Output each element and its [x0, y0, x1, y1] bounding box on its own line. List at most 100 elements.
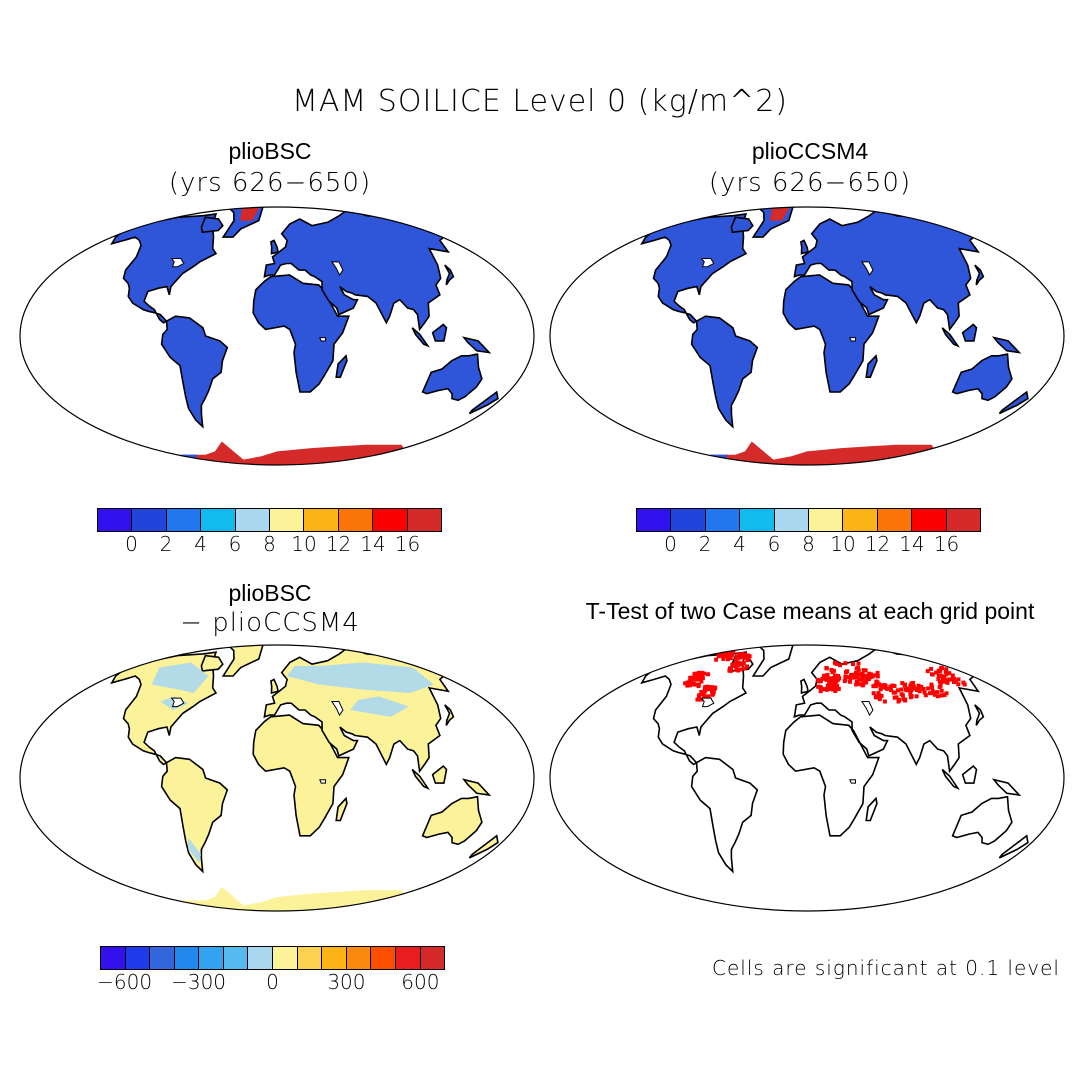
colorbar-abs-2-tick-label: 2 — [698, 532, 712, 556]
map-frame — [549, 206, 1065, 466]
signif-cell — [926, 686, 931, 691]
signif-cell — [766, 910, 771, 911]
signif-cell — [928, 691, 932, 696]
panel-1-map — [18, 205, 536, 467]
signif-cell — [848, 679, 852, 684]
signif-cell — [737, 645, 741, 650]
signif-cell — [688, 683, 693, 688]
landmass-africa — [782, 714, 880, 837]
landmass-borneo — [961, 765, 978, 784]
landmass-northamerica — [110, 213, 218, 324]
signif-cell — [917, 689, 922, 694]
colorbar-abs-2-swatch-2 — [705, 509, 741, 531]
signif-cell — [765, 912, 769, 913]
landmass-newzealand — [998, 390, 1029, 415]
landmass-newguinea — [991, 778, 1022, 797]
landmass-uk — [800, 239, 810, 255]
colorbar-diff-swatch-13 — [420, 947, 445, 969]
colorbar-diff-tick-label: 0 — [266, 970, 279, 994]
panel-4-map — [548, 643, 1066, 913]
signif-cell — [741, 661, 746, 665]
colorbar-abs-1-swatch-5 — [270, 509, 305, 531]
map-frame — [19, 206, 535, 466]
signif-cell — [703, 685, 708, 690]
figure-title: MAM SOILICE Level 0 (kg/m^2) — [291, 84, 789, 119]
colorbar-abs-1-tick-label: 8 — [263, 532, 276, 556]
colorbar-abs-2-swatch-0 — [637, 509, 672, 531]
colorbar-abs-2-swatch-5 — [809, 509, 844, 531]
signif-cell — [766, 910, 771, 911]
signif-cell — [834, 679, 839, 683]
signif-cell — [940, 666, 944, 671]
signif-cell — [871, 684, 876, 689]
signif-cell — [889, 688, 894, 693]
colorbar-diff-swatch-6 — [248, 947, 274, 969]
signif-cell — [843, 677, 848, 682]
signif-cell — [733, 658, 738, 663]
signif-cell — [762, 910, 767, 911]
colorbar-abs-2-tick-label: 8 — [802, 532, 815, 556]
landmass-eurasia — [263, 208, 450, 332]
signif-cell — [851, 662, 855, 666]
colorbar-abs-1-swatch-9 — [407, 509, 442, 531]
colorbar-diff-swatch-10 — [346, 947, 372, 969]
signif-cell — [882, 699, 887, 704]
colorbar-abs-1-tick-label: 10 — [291, 532, 317, 556]
signif-cell — [731, 643, 735, 644]
colorbar-abs-1: 0 2 4 6 8 10 12 14 16 — [97, 508, 442, 558]
landmass-australia — [951, 353, 1013, 402]
signif-cell — [824, 666, 829, 671]
signif-cell — [763, 912, 767, 913]
signif-cell — [872, 673, 877, 678]
colorbar-abs-2-tick-label: 4 — [733, 532, 746, 556]
panel-2-map — [548, 205, 1066, 467]
signif-cell — [860, 672, 865, 676]
signif-cell — [858, 682, 863, 687]
colorbar-abs-2-swatch-4 — [774, 509, 810, 531]
signif-cell — [738, 662, 743, 667]
signif-cell — [935, 694, 940, 699]
signif-cell — [876, 691, 881, 696]
signif-cell — [724, 651, 729, 656]
signif-cell — [702, 694, 707, 699]
signif-cell — [929, 682, 934, 687]
colorbar-diff-swatch-8 — [297, 947, 323, 969]
landmass-uk — [270, 239, 280, 255]
signif-cell — [855, 681, 860, 686]
signif-cell — [768, 912, 772, 913]
colorbar-diff-swatch-0 — [101, 947, 126, 969]
signif-cell — [711, 685, 716, 690]
landmass-australia — [421, 353, 483, 402]
landmass-newguinea — [461, 336, 492, 354]
signif-cell — [731, 645, 736, 647]
signif-cell — [939, 693, 944, 698]
colorbar-abs-1-swatch-4 — [235, 509, 271, 531]
lake-1 — [330, 261, 344, 277]
signif-cell — [911, 680, 915, 685]
lake-1 — [860, 701, 874, 717]
signif-cell — [864, 676, 869, 681]
signif-cell — [683, 681, 688, 686]
colorbar-abs-1-swatch-0 — [98, 509, 133, 531]
signif-cell — [702, 671, 707, 676]
signif-cell — [875, 674, 880, 679]
landmass-baffin — [730, 216, 754, 234]
signif-cell — [937, 679, 942, 684]
signif-cell — [939, 688, 944, 693]
signif-cell — [852, 675, 857, 680]
colorbar-diff-swatch-1 — [125, 947, 151, 969]
colorbar-diff: −600 −300 0 300 600 — [97, 946, 445, 996]
signif-cell — [911, 684, 916, 689]
signif-cell — [789, 643, 793, 645]
panel-4-title: T-Test of two Case means at each grid po… — [585, 598, 1035, 624]
signif-cell — [766, 910, 771, 911]
colorbar-abs-2-swatch-1 — [671, 509, 706, 531]
colorbar-abs-2: 0 2 4 6 8 10 12 14 16 — [636, 508, 981, 558]
landmass-sumatra — [411, 327, 431, 348]
landmass-sumatra — [941, 768, 960, 790]
signif-cell — [688, 675, 693, 680]
signif-cell — [923, 693, 928, 698]
signif-cell — [832, 683, 837, 688]
signif-cell — [829, 676, 834, 681]
landmass-madagascar — [335, 354, 348, 378]
